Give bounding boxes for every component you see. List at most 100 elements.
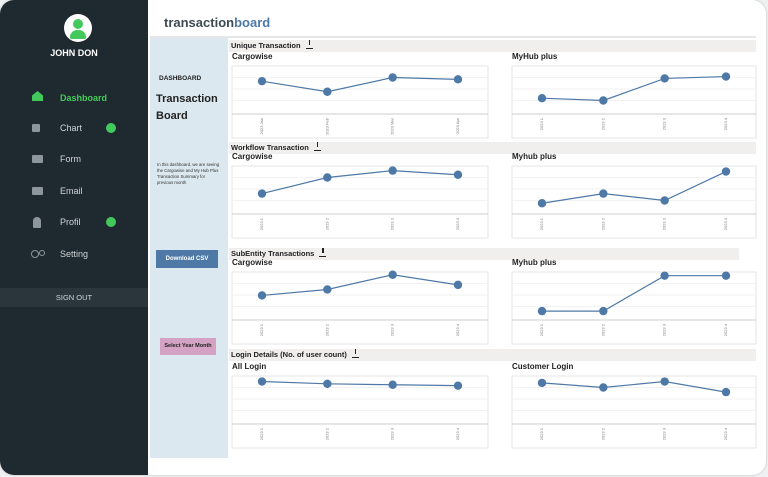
point <box>599 189 608 198</box>
x-tick-label: 2023 3 <box>662 117 667 130</box>
plot-area <box>511 271 757 345</box>
x-tick-label: 2023 4 <box>723 217 728 230</box>
point <box>323 87 332 96</box>
menu-item[interactable]: Dashboard <box>60 93 108 103</box>
x-tick-label: 2023 3 <box>390 323 395 336</box>
chart-title: Cargowise <box>232 52 273 61</box>
point <box>388 380 397 389</box>
chart-title: Cargowise <box>232 258 273 267</box>
download-icon[interactable] <box>319 248 327 257</box>
section-header: Workflow Transaction <box>229 142 756 154</box>
sidebar: JOHN DON Dashboard Chart Form Email Prof… <box>0 0 148 475</box>
menu-item[interactable]: Profil <box>60 217 81 227</box>
chart-title: All Login <box>232 362 266 371</box>
select-button[interactable]: Select Year Month <box>160 338 216 355</box>
x-tick-label: 2023 1 <box>539 117 544 130</box>
point <box>323 285 332 294</box>
plot-area <box>511 165 757 239</box>
sign-out[interactable]: SIGN OUT <box>0 288 148 307</box>
point <box>537 94 547 103</box>
download-icon[interactable] <box>305 40 313 49</box>
x-tick-label: 2023 4 <box>455 323 460 336</box>
x-tick-label: 2023 3 <box>390 217 395 230</box>
download-button[interactable]: Download CSV <box>156 250 218 268</box>
section-header: SubEntity Transactions <box>229 248 739 260</box>
section-header: Unique Transaction <box>229 40 756 52</box>
status-dot <box>106 217 116 227</box>
menu-item[interactable]: Setting <box>60 249 89 259</box>
point <box>721 167 731 176</box>
app-title: transactionboard <box>164 15 270 30</box>
point <box>453 75 463 84</box>
menu-item[interactable]: Form <box>60 154 81 164</box>
line <box>542 275 726 312</box>
side-panel: DASHBOARD Transaction Board In this dash… <box>150 38 228 458</box>
x-tick-label: 2023 4 <box>723 117 728 130</box>
menu-item[interactable]: Chart <box>60 123 83 133</box>
point <box>537 306 547 316</box>
download-icon[interactable] <box>351 349 359 358</box>
plot-area <box>511 65 757 139</box>
x-tick-label: 2023 2 <box>324 427 329 440</box>
point <box>388 166 397 175</box>
line <box>541 380 727 393</box>
plot-area <box>231 65 489 139</box>
x-tick-label: 2023 4 <box>723 427 728 440</box>
x-tick-label: 2023 3 <box>662 217 667 230</box>
chart-title: MyHub plus <box>512 52 558 61</box>
x-tick-label: 2023 4 <box>723 323 728 336</box>
section-title: Unique Transaction <box>231 41 301 50</box>
panel-description: In this dashboard, we are seeing the Car… <box>157 162 220 185</box>
point <box>388 73 397 82</box>
x-tick-label: 2023 3 <box>662 323 667 336</box>
icon <box>32 155 43 163</box>
section-title: Login Details (No. of user count) <box>231 350 347 359</box>
line <box>541 75 727 102</box>
x-tick-label: 2023 Apr <box>455 117 460 134</box>
point <box>388 270 397 279</box>
point <box>660 271 669 280</box>
point <box>257 291 267 300</box>
x-tick-label: 2023 2 <box>324 217 329 230</box>
icon <box>39 250 45 256</box>
point <box>599 306 608 316</box>
point <box>721 271 731 280</box>
download-icon[interactable] <box>313 142 321 151</box>
plot-area <box>511 375 757 449</box>
point <box>323 173 332 182</box>
line <box>261 76 459 93</box>
panel-title: Transaction Board <box>156 93 218 122</box>
icon <box>31 250 39 258</box>
x-tick-label: 2023 1 <box>259 323 264 336</box>
x-tick-label: 2023 1 <box>539 427 544 440</box>
point <box>257 189 267 198</box>
x-tick-label: 2023 2 <box>600 117 605 130</box>
section-title: Workflow Transaction <box>231 143 309 152</box>
point <box>453 170 463 179</box>
section-header: Login Details (No. of user count) <box>229 349 756 361</box>
line <box>541 170 727 204</box>
line <box>261 169 459 195</box>
x-tick-label: 2023 2 <box>324 323 329 336</box>
point <box>721 387 731 397</box>
point <box>257 76 267 86</box>
title-part: board <box>234 15 271 30</box>
point <box>453 381 463 390</box>
status-dot <box>106 123 116 133</box>
x-tick-label: 2023 4 <box>455 427 460 440</box>
icon <box>33 217 41 228</box>
point <box>453 280 463 290</box>
x-tick-label: 2023 1 <box>259 217 264 230</box>
x-tick-label: 2023 2 <box>600 217 605 230</box>
point <box>721 72 731 81</box>
chart-title: Customer Login <box>512 362 573 371</box>
point <box>660 74 669 83</box>
x-tick-label: 2023 4 <box>455 217 460 230</box>
menu-item[interactable]: Email <box>60 186 83 196</box>
x-tick-label: 2023 3 <box>662 427 667 440</box>
title-part: transaction <box>164 15 235 30</box>
icon <box>32 124 40 132</box>
